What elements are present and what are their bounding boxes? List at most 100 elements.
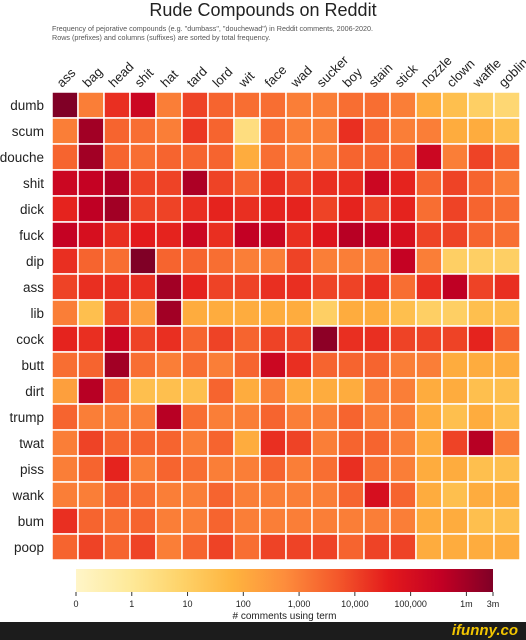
heatmap-cell	[207, 351, 235, 379]
heatmap-cell	[259, 195, 287, 223]
heatmap-cell	[467, 273, 495, 301]
heatmap-cell	[51, 273, 79, 301]
heatmap-cell	[233, 143, 261, 171]
heatmap-cell	[337, 325, 365, 353]
heatmap-cell	[415, 247, 443, 275]
heatmap-cell	[415, 455, 443, 483]
heatmap-cell	[311, 273, 339, 301]
heatmap-cell	[77, 117, 105, 145]
heatmap-cell	[207, 481, 235, 509]
heatmap-cell	[285, 169, 313, 197]
heatmap-cell	[493, 325, 521, 353]
heatmap-cell	[207, 91, 235, 119]
column-label: goblin	[496, 55, 526, 90]
heatmap-cell	[51, 403, 79, 431]
heatmap-cell	[311, 429, 339, 457]
column-label: hat	[158, 66, 182, 90]
colorbar-gradient	[76, 569, 493, 592]
heatmap-cell	[363, 455, 391, 483]
heatmap-cell	[311, 195, 339, 223]
heatmap-cell	[441, 273, 469, 301]
heatmap-cell	[493, 143, 521, 171]
heatmap-cell	[103, 169, 131, 197]
heatmap-cell	[337, 117, 365, 145]
heatmap-cell	[259, 429, 287, 457]
row-label: scum	[12, 124, 44, 139]
heatmap-cell	[155, 533, 183, 561]
heatmap-cell	[285, 273, 313, 301]
row-label: bum	[18, 514, 44, 529]
heatmap-cell	[181, 169, 209, 197]
heatmap-cell	[441, 247, 469, 275]
heatmap-cell	[311, 247, 339, 275]
heatmap-cell	[181, 273, 209, 301]
heatmap-cell	[363, 351, 391, 379]
colorbar: 0 1 10 100 1,000 10,000 100,000 1m 3m # comments …	[73, 569, 499, 622]
heatmap-cell	[467, 481, 495, 509]
heatmap-cell	[467, 533, 495, 561]
heatmap-cell	[415, 533, 443, 561]
heatmap-cell	[155, 351, 183, 379]
heatmap-cell	[389, 377, 417, 405]
heatmap-cell	[337, 377, 365, 405]
heatmap-cell	[441, 403, 469, 431]
heatmap-cell	[155, 429, 183, 457]
heatmap-cell	[207, 533, 235, 561]
heatmap-cell	[415, 481, 443, 509]
heatmap-cell	[493, 533, 521, 561]
heatmap-cell	[311, 351, 339, 379]
heatmap-cell	[207, 377, 235, 405]
column-label: head	[106, 59, 137, 90]
heatmap-cell	[103, 403, 131, 431]
heatmap-cell	[363, 247, 391, 275]
heatmap-cell	[467, 143, 495, 171]
heatmap-cell	[493, 455, 521, 483]
heatmap-cell	[155, 273, 183, 301]
heatmap-cell	[441, 91, 469, 119]
heatmap-cell	[77, 455, 105, 483]
heatmap-cell	[51, 299, 79, 327]
subtitle-line-2: Rows (prefixes) and columns (suffixes) a…	[52, 33, 271, 42]
heatmap-cell	[51, 91, 79, 119]
heatmap-cell	[181, 507, 209, 535]
heatmap-cell	[233, 429, 261, 457]
heatmap-cell	[415, 273, 443, 301]
heatmap-cell	[77, 429, 105, 457]
heatmap-cell	[311, 481, 339, 509]
column-label: stain	[366, 60, 396, 90]
heatmap-cell	[181, 403, 209, 431]
heatmap-cell	[389, 221, 417, 249]
heatmap-cell	[389, 143, 417, 171]
heatmap-cell	[285, 325, 313, 353]
heatmap-cell	[181, 351, 209, 379]
heatmap-cell	[441, 481, 469, 509]
heatmap-cell	[181, 247, 209, 275]
heatmap-cell	[129, 299, 157, 327]
heatmap-cell	[285, 455, 313, 483]
heatmap-cell	[467, 455, 495, 483]
heatmap-cell	[363, 377, 391, 405]
heatmap-cell	[441, 507, 469, 535]
heatmap-cell	[337, 507, 365, 535]
row-label: dick	[20, 202, 44, 217]
heatmap-cell	[207, 299, 235, 327]
heatmap-cell	[441, 117, 469, 145]
heatmap-cell	[103, 507, 131, 535]
heatmap-cell	[155, 195, 183, 223]
heatmap-cell	[415, 169, 443, 197]
heatmap-cell	[103, 143, 131, 171]
heatmap-cell	[493, 247, 521, 275]
column-label: lord	[210, 64, 236, 90]
heatmap-cell	[337, 455, 365, 483]
colorbar-tick-label: 1	[129, 599, 134, 609]
heatmap-cell	[155, 481, 183, 509]
heatmap-cell	[77, 377, 105, 405]
heatmap-cell	[155, 325, 183, 353]
heatmap-cell	[51, 143, 79, 171]
heatmap-cell	[415, 221, 443, 249]
heatmap-cell	[441, 325, 469, 353]
heatmap-cell	[103, 91, 131, 119]
heatmap-cell	[441, 533, 469, 561]
heatmap-cell	[337, 247, 365, 275]
heatmap-cell	[233, 533, 261, 561]
